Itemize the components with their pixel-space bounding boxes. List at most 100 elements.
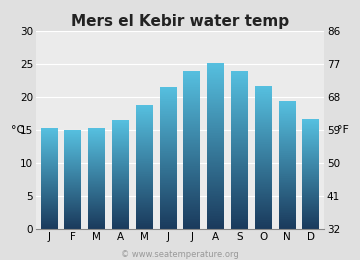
Bar: [207, 94, 224, 95]
Bar: [231, 98, 248, 99]
Bar: [183, 122, 201, 123]
Bar: [231, 184, 248, 185]
Bar: [41, 157, 58, 158]
Bar: [207, 122, 224, 124]
Bar: [112, 191, 129, 192]
Bar: [64, 172, 81, 173]
Bar: [255, 170, 272, 171]
Bar: [136, 200, 153, 201]
Bar: [279, 201, 296, 202]
Bar: [255, 141, 272, 142]
Bar: [255, 228, 272, 229]
Bar: [64, 175, 81, 176]
Bar: [207, 137, 224, 138]
Bar: [231, 204, 248, 205]
Bar: [231, 195, 248, 196]
Bar: [159, 153, 177, 154]
Bar: [64, 190, 81, 191]
Bar: [183, 223, 201, 224]
Bar: [159, 151, 177, 152]
Bar: [183, 107, 201, 108]
Bar: [112, 141, 129, 142]
Bar: [279, 208, 296, 209]
Bar: [183, 201, 201, 202]
Bar: [183, 150, 201, 151]
Bar: [136, 106, 153, 107]
Bar: [64, 164, 81, 165]
Bar: [159, 216, 177, 217]
Bar: [231, 209, 248, 210]
Bar: [302, 210, 319, 211]
Bar: [183, 164, 201, 165]
Bar: [279, 202, 296, 203]
Bar: [279, 160, 296, 161]
Bar: [231, 180, 248, 181]
Bar: [159, 111, 177, 112]
Bar: [207, 85, 224, 86]
Bar: [183, 165, 201, 166]
Bar: [183, 217, 201, 218]
Bar: [64, 185, 81, 186]
Bar: [183, 102, 201, 103]
Bar: [231, 223, 248, 224]
Bar: [207, 183, 224, 184]
Bar: [279, 191, 296, 192]
Bar: [231, 202, 248, 203]
Bar: [183, 199, 201, 200]
Bar: [64, 223, 81, 224]
Bar: [64, 227, 81, 228]
Bar: [183, 157, 201, 158]
Bar: [231, 156, 248, 157]
Bar: [207, 77, 224, 78]
Bar: [88, 160, 105, 161]
Bar: [88, 196, 105, 197]
Bar: [255, 204, 272, 205]
Bar: [183, 143, 201, 144]
Bar: [207, 101, 224, 102]
Bar: [255, 95, 272, 96]
Bar: [159, 203, 177, 204]
Bar: [88, 179, 105, 180]
Bar: [279, 207, 296, 208]
Bar: [88, 171, 105, 172]
Bar: [207, 84, 224, 85]
Bar: [231, 152, 248, 153]
Bar: [183, 156, 201, 157]
Bar: [231, 71, 248, 72]
Bar: [112, 158, 129, 159]
Bar: [207, 95, 224, 96]
Bar: [279, 144, 296, 145]
Bar: [64, 198, 81, 199]
Bar: [255, 139, 272, 140]
Bar: [136, 182, 153, 183]
Bar: [64, 220, 81, 221]
Bar: [302, 221, 319, 222]
Bar: [183, 176, 201, 177]
Bar: [136, 187, 153, 188]
Bar: [231, 137, 248, 138]
Bar: [231, 154, 248, 155]
Bar: [255, 143, 272, 144]
Bar: [183, 125, 201, 126]
Bar: [279, 166, 296, 167]
Bar: [231, 160, 248, 161]
Bar: [183, 163, 201, 164]
Bar: [112, 163, 129, 164]
Bar: [159, 101, 177, 102]
Bar: [112, 204, 129, 205]
Bar: [231, 93, 248, 94]
Bar: [255, 153, 272, 154]
Bar: [112, 217, 129, 218]
Bar: [64, 228, 81, 229]
Bar: [279, 119, 296, 120]
Bar: [279, 205, 296, 206]
Bar: [159, 224, 177, 225]
Bar: [159, 156, 177, 157]
Bar: [302, 152, 319, 153]
Bar: [41, 136, 58, 137]
Bar: [41, 226, 58, 227]
Bar: [136, 201, 153, 202]
Bar: [183, 195, 201, 196]
Bar: [183, 180, 201, 181]
Bar: [112, 228, 129, 229]
